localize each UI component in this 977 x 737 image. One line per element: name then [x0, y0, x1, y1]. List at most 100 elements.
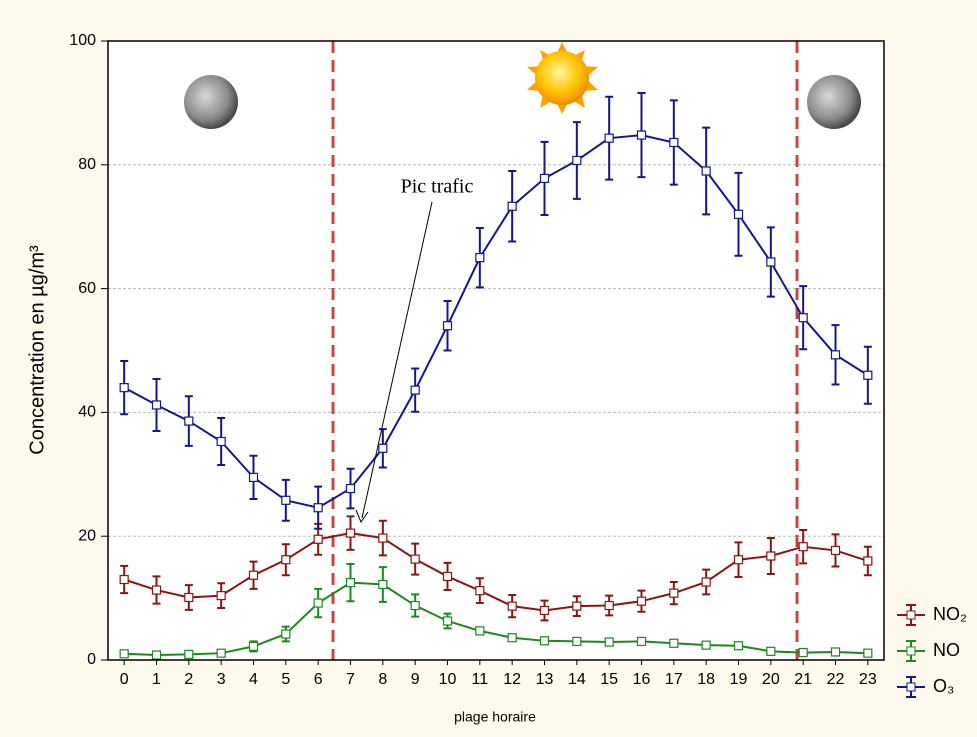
point [378, 533, 388, 543]
point [733, 641, 744, 651]
point [216, 648, 226, 658]
annotation-arrowhead [355, 509, 369, 524]
point [572, 601, 582, 611]
x-tick-label: 21 [794, 671, 812, 688]
x-tick-label: 10 [439, 671, 457, 688]
point [313, 503, 323, 513]
point [248, 570, 259, 580]
point [475, 586, 485, 596]
point [701, 640, 711, 650]
legend-label: NO₂ [933, 604, 967, 624]
x-axis-label: plage horaire [454, 709, 536, 725]
point [636, 130, 647, 140]
plot-frame [107, 40, 885, 661]
y-tick-label: 60 [78, 280, 96, 297]
x-tick-label: 6 [314, 671, 323, 688]
point [313, 598, 323, 608]
x-tick-label: 12 [503, 671, 521, 688]
point [701, 166, 711, 176]
point [281, 629, 291, 639]
point [151, 400, 162, 410]
point [539, 636, 550, 646]
y-tick-label: 20 [78, 527, 96, 544]
point [410, 554, 420, 564]
point [507, 601, 517, 611]
series-line [123, 532, 869, 612]
point [507, 201, 517, 211]
x-tick-label: 11 [472, 671, 489, 688]
point [766, 257, 776, 267]
y-tick-label: 80 [78, 156, 96, 173]
point [248, 641, 259, 651]
y-tick-label: 40 [78, 404, 96, 421]
legend-label: NO [933, 640, 960, 660]
x-tick-label: 18 [697, 671, 715, 688]
annotation-arrow [361, 201, 433, 519]
marks [119, 91, 873, 660]
point [151, 650, 162, 660]
point [442, 571, 453, 582]
point [184, 416, 194, 426]
plot-area [108, 41, 884, 660]
point [604, 600, 614, 611]
x-tick-label: 13 [536, 671, 554, 688]
moon-icon [807, 75, 861, 129]
point [636, 636, 647, 647]
point [766, 551, 776, 561]
point [345, 483, 356, 494]
grid [108, 164, 884, 537]
legend-symbol [906, 646, 916, 656]
point [830, 350, 841, 360]
point [604, 637, 614, 647]
point [345, 528, 356, 538]
point [701, 577, 711, 587]
x-tick-label: 17 [665, 671, 683, 688]
point [539, 173, 550, 184]
point [830, 545, 841, 556]
point [733, 209, 744, 219]
x-tick-label: 7 [346, 671, 355, 688]
point [830, 647, 841, 657]
point [410, 600, 420, 611]
point [184, 592, 194, 603]
point [248, 472, 259, 482]
x-tick-label: 22 [827, 671, 845, 688]
point [151, 585, 162, 595]
point [378, 443, 388, 453]
x-tick-label: 4 [249, 671, 258, 688]
point [119, 649, 129, 659]
series-line [123, 134, 869, 509]
point [475, 253, 485, 263]
point [507, 633, 517, 643]
sun-icon [527, 42, 598, 114]
point [669, 588, 679, 598]
point [798, 542, 808, 552]
x-tick-label: 0 [120, 671, 129, 688]
point [669, 137, 679, 148]
point [733, 555, 744, 565]
point [669, 638, 679, 648]
point [410, 385, 420, 395]
point [798, 647, 808, 658]
point [345, 578, 356, 588]
x-tick-label: 19 [730, 671, 748, 688]
x-tick-label: 20 [762, 671, 780, 688]
point [798, 313, 808, 323]
point [442, 321, 453, 331]
point [863, 648, 873, 658]
point [475, 626, 485, 636]
point [636, 596, 647, 606]
x-tick-label: 23 [859, 671, 877, 688]
annotation: Pic trafic [401, 176, 474, 198]
point [442, 616, 453, 626]
point [863, 370, 873, 380]
point [119, 574, 129, 585]
y-tick-label: 100 [69, 32, 96, 49]
point [119, 383, 129, 393]
legend-symbol [906, 682, 916, 692]
x-tick-label: 14 [568, 671, 586, 688]
point [184, 649, 194, 660]
point [766, 646, 776, 656]
